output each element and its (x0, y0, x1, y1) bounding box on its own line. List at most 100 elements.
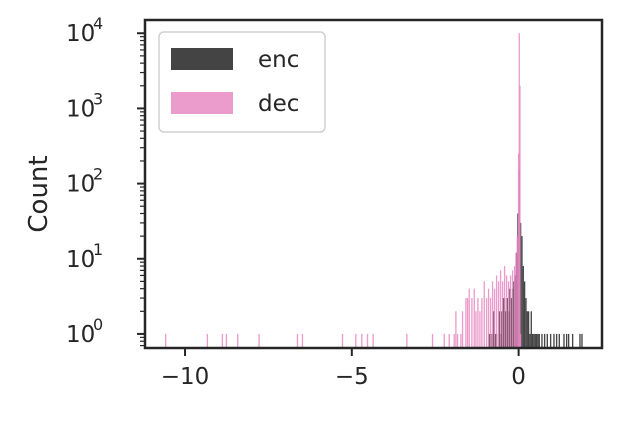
dec-bar (485, 298, 488, 348)
enc-bar (521, 236, 523, 348)
enc-bar (522, 266, 524, 348)
y-tick-exponent: 4 (93, 14, 103, 33)
enc-legend-label: enc (258, 47, 299, 73)
dec-bar (477, 298, 479, 348)
dec-bar (491, 281, 494, 348)
enc-bar (565, 333, 568, 348)
enc-bar (527, 311, 530, 348)
y-tick-exponent: 1 (93, 240, 103, 259)
enc-bar (526, 311, 528, 348)
plot-frame (143, 18, 604, 350)
dec-bar (456, 333, 459, 348)
enc-bar (553, 333, 555, 348)
dec-bar (258, 333, 260, 348)
enc-bar (529, 333, 531, 348)
dec-legend-label: dec (258, 91, 299, 117)
enc-bar (571, 333, 574, 348)
enc-bar (530, 311, 532, 348)
enc-bar (558, 333, 560, 348)
legend: enc dec (158, 31, 326, 133)
dec-bar (495, 275, 498, 348)
dec-bar (471, 298, 473, 348)
bars-layer (165, 33, 583, 349)
enc-bar (523, 281, 526, 348)
enc-bar (543, 333, 546, 348)
dec-bar (483, 281, 485, 348)
x-tick-label: −5 (335, 364, 369, 390)
enc-bar (498, 311, 500, 348)
dec-bar (481, 298, 483, 348)
dec-legend-swatch (171, 92, 233, 114)
enc-bar (549, 333, 552, 348)
x-tick-label: 0 (511, 364, 526, 390)
dec-bar (511, 270, 514, 348)
dec-bar (453, 333, 455, 348)
dec-bar (406, 333, 408, 348)
enc-bar (531, 333, 534, 348)
dec-bar (519, 85, 521, 348)
dec-bar (513, 266, 516, 348)
enc-bar (546, 333, 548, 348)
dec-bar (455, 311, 457, 348)
dec-bar (372, 333, 374, 348)
y-tick-label: 10 (66, 21, 95, 47)
dec-bar (515, 252, 517, 348)
y-tick-label: 10 (66, 172, 95, 198)
enc-bar (541, 333, 543, 348)
dec-bar (499, 270, 502, 348)
legend-box (158, 31, 326, 133)
dec-bar (366, 333, 369, 348)
dec-bar (489, 298, 492, 348)
dec-bar (497, 281, 500, 348)
dec-bar (206, 333, 209, 348)
dec-bar (237, 333, 239, 348)
y-tick-label: 10 (66, 247, 95, 273)
dec-bar (465, 298, 467, 348)
dec-bar (468, 288, 470, 348)
dec-bar (519, 333, 522, 348)
dec-bar (505, 275, 508, 348)
dec-bar (507, 281, 510, 348)
enc-bar (567, 333, 570, 348)
y-tick-exponent: 0 (93, 315, 103, 334)
dec-bar (493, 288, 496, 348)
dec-bar (355, 333, 357, 348)
dec-bar (448, 333, 450, 348)
y-tick-label: 10 (66, 322, 95, 348)
dec-bar (165, 333, 167, 348)
enc-bar (563, 333, 565, 348)
enc-bar (535, 333, 538, 348)
enc-bar (537, 333, 539, 348)
y-tick-exponent: 3 (93, 89, 103, 108)
x-tick-label: −10 (161, 364, 210, 390)
dec-bar (475, 311, 477, 348)
dec-bar (225, 333, 228, 348)
enc-bar (555, 333, 558, 348)
enc-legend-swatch (171, 48, 233, 70)
dec-bar (361, 333, 363, 348)
dec-bar (461, 311, 464, 348)
dec-bar (516, 236, 518, 348)
enc-bar (581, 333, 583, 348)
dec-bar (509, 275, 512, 348)
enc-bar (534, 333, 536, 348)
dec-bar (473, 288, 475, 348)
dec-bar (341, 333, 344, 348)
dec-bar (296, 333, 299, 348)
enc-bar (538, 333, 540, 348)
dec-bar (466, 298, 469, 348)
y-axis-label: Count (24, 155, 54, 232)
dec-bar (487, 288, 490, 348)
y-tick-label: 10 (66, 96, 95, 122)
enc-bar (579, 333, 581, 348)
dec-bar (301, 333, 304, 348)
enc-bar (525, 298, 527, 348)
y-tick-exponent: 2 (93, 165, 103, 184)
x-axis-ticks: −10 −5 0 (161, 348, 526, 390)
dec-bar (503, 266, 506, 348)
dec-bar (479, 311, 481, 348)
dec-bar (431, 333, 434, 348)
dec-bar (221, 333, 224, 348)
